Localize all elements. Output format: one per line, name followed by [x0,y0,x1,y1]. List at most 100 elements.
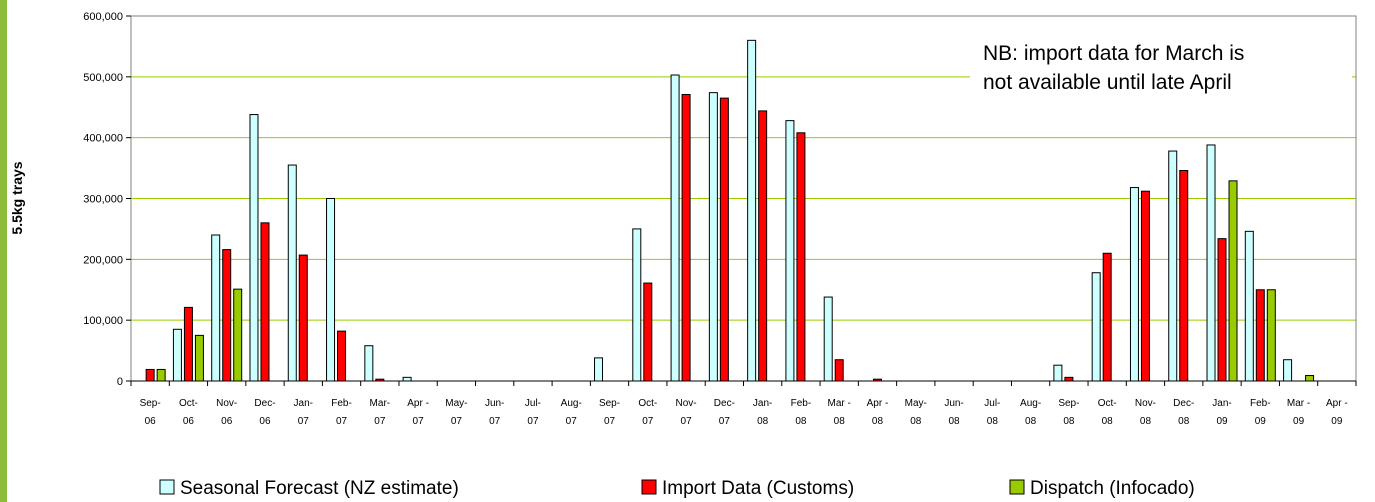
x-tick-label: Dec- [714,398,735,409]
x-tick-label: 08 [1140,416,1152,427]
import-bar [1179,170,1189,382]
y-tick-label: 0 [117,376,123,388]
dispatch-bar [1228,180,1238,382]
x-tick-label: Feb- [791,398,812,409]
x-tick-label: Mar- [370,398,391,409]
legend-item-dispatch: Dispatch (Infocado) [1009,478,1195,499]
legend-item-import: Import Data (Customs) [641,478,854,499]
forecast-bar [1244,230,1254,382]
y-tick-label: 200,000 [83,254,123,266]
x-tick-label: 07 [566,416,578,427]
import-bar [1064,376,1074,382]
forecast-bar [1168,150,1178,382]
import-bar [260,222,270,382]
x-tick-label: Oct- [179,398,198,409]
x-tick-label: Jan- [1212,398,1231,409]
x-tick-label: Jan- [753,398,772,409]
x-tick-label: 07 [336,416,348,427]
x-tick-label: 08 [948,416,960,427]
import-bar [643,282,653,382]
dispatch-bar [1305,375,1315,382]
legend-item-forecast: Seasonal Forecast (NZ estimate) [159,478,459,499]
x-tick-label: Feb- [1250,398,1271,409]
import-bar [337,330,347,382]
x-tick-label: 07 [489,416,501,427]
x-tick-label: Dec- [254,398,275,409]
legend: Seasonal Forecast (NZ estimate) Import D… [159,478,1195,499]
forecast-bar [670,74,680,382]
y-tick-label: 400,000 [83,133,123,145]
bars [145,39,1315,382]
forecast-bar [1283,359,1293,382]
x-tick-label: 08 [910,416,922,427]
x-tick-label: 07 [681,416,693,427]
x-tick-label: 08 [872,416,884,427]
legend-swatch-dispatch [1009,479,1025,495]
x-tick-label: Jan- [294,398,313,409]
x-tick-label: 09 [1293,416,1305,427]
forecast-bar [632,228,642,382]
import-bar [681,93,691,382]
x-tick-label: 08 [1102,416,1114,427]
x-tick-label: Mar - [1287,398,1310,409]
x-tick-label: Nov- [676,398,697,409]
x-tick-label: 06 [259,416,271,427]
x-tick-label: 08 [987,416,999,427]
x-tick-label: 08 [1063,416,1075,427]
x-tick-label: Sep- [140,398,161,409]
x-tick-label: Apr - [867,398,889,409]
annotation-line-1: NB: import data for March is [983,42,1244,65]
legend-label-import: Import Data (Customs) [662,478,854,499]
x-tick-label: Mar - [828,398,851,409]
y-axis-label: 5.5kg trays [9,161,25,234]
x-tick-label: 09 [1255,416,1267,427]
import-bar [834,359,844,382]
import-bar [145,368,155,382]
x-tick-label: May- [905,398,927,409]
x-tick-label: 08 [1178,416,1190,427]
x-tick-label: Sep- [599,398,620,409]
forecast-bar [402,376,412,382]
x-tick-label: 07 [298,416,310,427]
import-bar [719,97,729,382]
dispatch-bar [1266,289,1276,382]
x-tick-label: Jun- [485,398,504,409]
forecast-bar [249,114,259,382]
x-tick-label: 08 [1025,416,1037,427]
x-tick-label: Oct- [638,398,657,409]
forecast-bar [594,357,604,382]
x-tick-label: 06 [183,416,195,427]
import-bar [183,306,193,382]
forecast-bar [823,296,833,382]
x-tick-label: 06 [145,416,157,427]
x-tick-label: Aug- [561,398,582,409]
forecast-bar [1129,187,1139,382]
dispatch-bar [233,288,243,382]
legend-swatch-import [641,479,657,495]
forecast-bar [211,234,221,382]
y-tick-label: 600,000 [83,11,123,23]
x-tick-label: May- [445,398,467,409]
x-tick-label: Sep- [1058,398,1079,409]
import-bar [758,110,768,382]
import-bar [298,254,308,382]
import-bar [796,132,806,382]
legend-label-forecast: Seasonal Forecast (NZ estimate) [180,478,459,499]
x-tick-label: 08 [834,416,846,427]
x-tick-label: 07 [527,416,539,427]
x-tick-label: Dec- [1173,398,1194,409]
forecast-bar [747,39,757,382]
forecast-bar [1091,272,1101,382]
x-tick-label: Nov- [1135,398,1156,409]
x-tick-label: 06 [221,416,233,427]
y-tick-label: 100,000 [83,315,123,327]
x-tick-label: 09 [1216,416,1228,427]
annotation-line-2: not available until late April [983,71,1232,94]
x-tick-label: 07 [604,416,616,427]
y-tick-label: 300,000 [83,194,123,206]
forecast-bar [326,198,336,382]
x-tick-label: 07 [642,416,654,427]
x-tick-label: Jul- [525,398,541,409]
import-bar [1255,289,1265,382]
